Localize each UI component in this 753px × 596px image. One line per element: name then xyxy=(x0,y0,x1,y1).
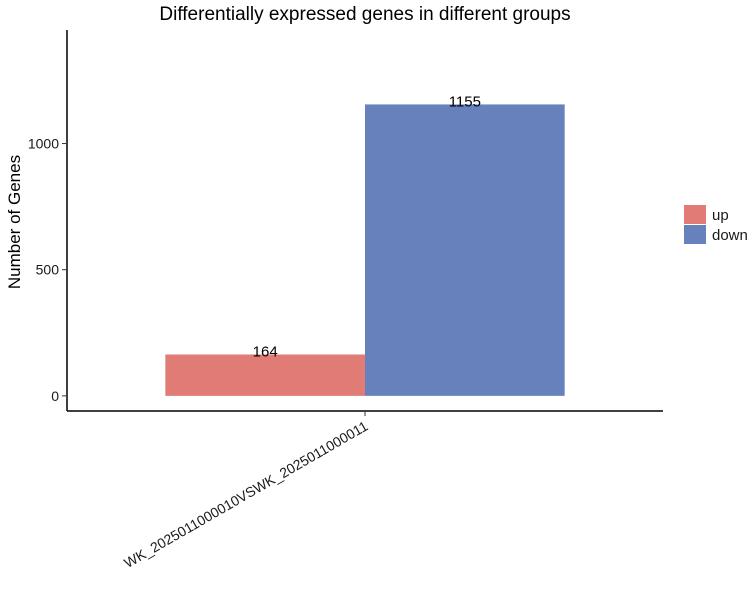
bar-down xyxy=(365,104,565,396)
legend-swatch-down xyxy=(684,225,706,244)
data-label-up: 164 xyxy=(253,343,278,360)
legend-swatch-up xyxy=(684,205,706,224)
legend-label-down: down xyxy=(712,227,748,244)
y-tick-label: 500 xyxy=(36,262,60,278)
legend: up down xyxy=(684,205,748,244)
data-labels-group: 164 1155 xyxy=(253,93,481,360)
bar-up xyxy=(165,354,365,396)
chart-title: Differentially expressed genes in differ… xyxy=(159,4,570,25)
bars-group xyxy=(165,104,565,396)
y-axis-label: Number of Genes xyxy=(5,155,24,289)
x-tick-label: WK_2025011000010VSWK_2025011000011 xyxy=(121,418,371,571)
y-ticks-group: 0 500 1000 xyxy=(28,136,67,404)
legend-label-up: up xyxy=(712,207,729,224)
y-tick-label: 1000 xyxy=(28,136,59,152)
y-tick-label: 0 xyxy=(51,388,59,404)
x-ticks-group: WK_2025011000010VSWK_2025011000011 xyxy=(121,411,371,571)
data-label-down: 1155 xyxy=(449,93,481,110)
